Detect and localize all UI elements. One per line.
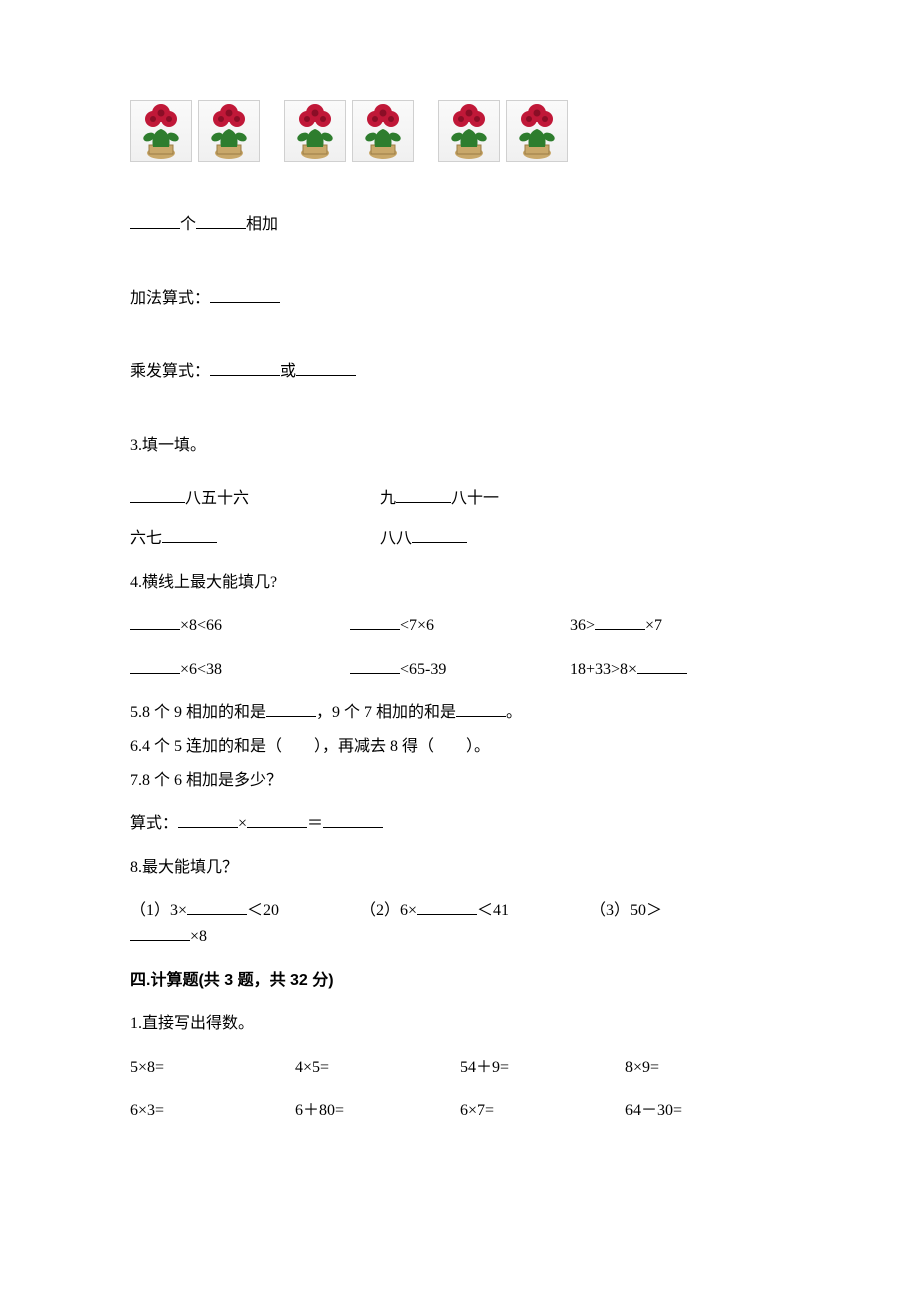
flower-group-1 <box>130 100 260 162</box>
text: （1）3× <box>130 902 187 919</box>
q2-multiplication-line: 乘发算式： 或 <box>130 359 790 385</box>
text: 36> <box>570 617 595 634</box>
text: （2）6× <box>360 902 417 919</box>
calc-row-2: 6×3= 6＋80= 6×7= 64－30= <box>130 1098 790 1124</box>
calc-cell: 64－30= <box>625 1098 790 1124</box>
q7-expression: 算式： × ＝ <box>130 811 790 837</box>
label: 乘发算式： <box>130 363 210 380</box>
blank <box>266 701 316 717</box>
q4-heading: 4.横线上最大能填几? <box>130 570 790 596</box>
section4-heading: 四.计算题(共 3 题，共 32 分) <box>130 968 790 994</box>
text: 相加 <box>246 216 278 233</box>
blank <box>323 812 383 828</box>
text: 5.8 个 9 相加的和是 <box>130 704 266 721</box>
blank <box>296 360 356 376</box>
calc-cell: 6＋80= <box>295 1098 460 1124</box>
q8-row: （1）3× ＜20 （2）6× ＜41 （3）50＞ ×8 <box>130 898 790 949</box>
q3-row2: 六七 八八 <box>130 526 790 552</box>
calc-cell: 6×7= <box>460 1098 625 1124</box>
blank <box>130 925 190 941</box>
blank <box>162 527 217 543</box>
blank <box>130 213 180 229</box>
text: 18+33>8× <box>570 661 637 678</box>
flower-pot-icon <box>506 100 568 162</box>
label: 算式： <box>130 815 178 832</box>
blank <box>210 360 280 376</box>
text: 八八 <box>380 530 412 547</box>
blank <box>456 701 506 717</box>
q4-row2: ×6<38 <65-39 18+33>8× <box>130 657 790 683</box>
text: ，9 个 7 相加的和是 <box>316 704 456 721</box>
blank <box>178 812 238 828</box>
calc-cell: 6×3= <box>130 1098 295 1124</box>
text: ×6<38 <box>180 661 222 678</box>
blank <box>417 899 477 915</box>
text: （3）50＞ <box>590 902 662 919</box>
calc-cell: 4×5= <box>295 1055 460 1081</box>
text: ×8 <box>190 928 207 945</box>
q8-heading: 8.最大能填几？ <box>130 855 790 881</box>
text: 八十一 <box>451 490 499 507</box>
text: 八五十六 <box>185 490 249 507</box>
blank <box>595 614 645 630</box>
text: <65-39 <box>400 661 446 678</box>
q7-heading: 7.8 个 6 相加是多少？ <box>130 768 790 794</box>
flower-pot-icon <box>438 100 500 162</box>
blank <box>396 487 451 503</box>
flower-pot-row <box>130 100 790 162</box>
blank <box>637 658 687 674</box>
blank <box>247 812 307 828</box>
blank <box>412 527 467 543</box>
text: ×7 <box>645 617 662 634</box>
worksheet-page: 个相加 加法算式： 乘发算式：或 3.填一填。 八五十六 九八十一 六七 八八 … <box>0 0 920 1302</box>
text: <7×6 <box>400 617 434 634</box>
text: ＜20 <box>247 902 279 919</box>
blank <box>130 614 180 630</box>
blank <box>130 487 185 503</box>
calc-cell: 5×8= <box>130 1055 295 1081</box>
blank <box>350 614 400 630</box>
q3-row1: 八五十六 九 八十一 <box>130 486 790 512</box>
q5-line: 5.8 个 9 相加的和是 ，9 个 7 相加的和是 。 <box>130 700 790 726</box>
text: ＝ <box>307 815 323 832</box>
blank <box>196 213 246 229</box>
flower-group-3 <box>438 100 568 162</box>
text: ×8<66 <box>180 617 222 634</box>
text: 或 <box>280 363 296 380</box>
blank <box>210 287 280 303</box>
flower-pot-icon <box>198 100 260 162</box>
flower-group-2 <box>284 100 414 162</box>
label: 加法算式： <box>130 290 210 307</box>
text: 六七 <box>130 530 162 547</box>
calc-cell: 54＋9= <box>460 1055 625 1081</box>
flower-pot-icon <box>352 100 414 162</box>
q3-heading: 3.填一填。 <box>130 433 790 459</box>
text: 个 <box>180 216 196 233</box>
calc-row-1: 5×8= 4×5= 54＋9= 8×9= <box>130 1055 790 1081</box>
calc-cell: 8×9= <box>625 1055 790 1081</box>
section4-q1: 1.直接写出得数。 <box>130 1011 790 1037</box>
q6-line: 6.4 个 5 连加的和是（ ），再减去 8 得（ ）。 <box>130 734 790 760</box>
text: 九 <box>380 490 396 507</box>
blank <box>187 899 247 915</box>
blank <box>130 658 180 674</box>
q4-row1: ×8<66 <7×6 36> ×7 <box>130 613 790 639</box>
flower-pot-icon <box>284 100 346 162</box>
blank <box>350 658 400 674</box>
flower-pot-icon <box>130 100 192 162</box>
q2-addition-line: 加法算式： <box>130 286 790 312</box>
text: 。 <box>506 704 522 721</box>
q2-count-line: 个 相加 <box>130 212 790 238</box>
text: ＜41 <box>477 902 509 919</box>
text: × <box>238 815 247 832</box>
